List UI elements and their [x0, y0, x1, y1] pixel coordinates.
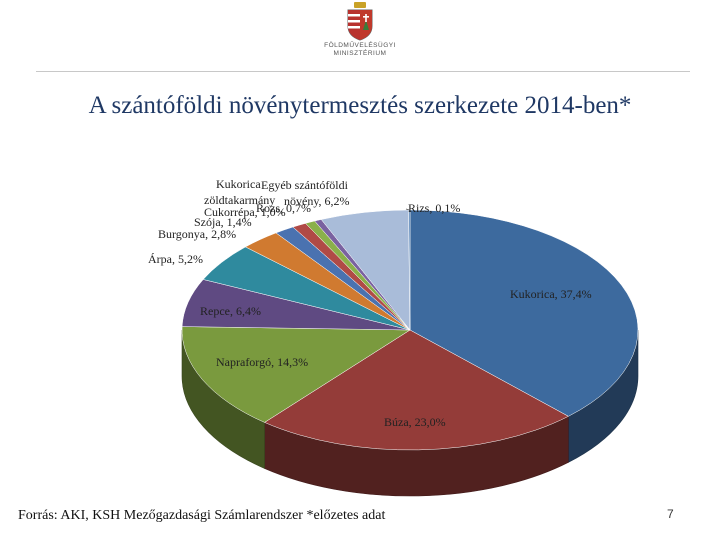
slide-title: A szántóföldi növénytermesztés szerkezet… — [88, 92, 632, 119]
pie-top-layer — [181, 209, 639, 451]
leader-line-rizs — [405, 208, 410, 211]
data-label-egyeb-szantofoldi-noveny: Egyéb szántóföldi növény, 6,2% — [261, 178, 350, 208]
ministry-logo: FÖLDMŰVELÉSÜGYI MINISZTÉRIUM — [320, 2, 400, 68]
page-number: 7 — [667, 507, 674, 521]
data-label-cukorrepa: Cukorrépa, 1,0% — [204, 205, 286, 219]
source-note: Forrás: AKI, KSH Mezőgazdasági Számlaren… — [18, 508, 386, 523]
pie-slice-kukorica — [409, 209, 639, 417]
header-divider — [36, 71, 690, 72]
ministry-name-line1: FÖLDMŰVELÉSÜGYI — [324, 42, 396, 49]
data-label-arpa: Árpa, 5,2% — [148, 252, 203, 266]
data-label-buza: Búza, 23,0% — [384, 415, 446, 429]
pie-slice-buza — [264, 329, 569, 451]
pie-label-layer: Kukorica, 37,4% Búza, 23,0% Napraforgó, 14… — [148, 177, 592, 429]
data-label-kukorica-zoldtakarmany: Kukorica zöldtakarmány — [204, 177, 275, 207]
data-label-szoja: Szója, 1,4% — [194, 215, 252, 229]
data-label-repce: Repce, 6,4% — [200, 304, 261, 318]
data-label-rozs: Rozs, 0,7% — [256, 201, 311, 215]
hungarian-coat-of-arms-icon — [347, 2, 373, 41]
pie-slice-napraforgo — [181, 326, 411, 423]
data-label-burgonya: Burgonya, 2,8% — [158, 227, 236, 241]
data-label-rizs: Rizs, 0,1% — [408, 201, 460, 215]
data-label-napraforgo: Napraforgó, 14,3% — [216, 355, 308, 369]
ministry-name-line2: MINISZTÉRIUM — [333, 50, 387, 57]
data-label-kukorica: Kukorica, 37,4% — [510, 287, 592, 301]
